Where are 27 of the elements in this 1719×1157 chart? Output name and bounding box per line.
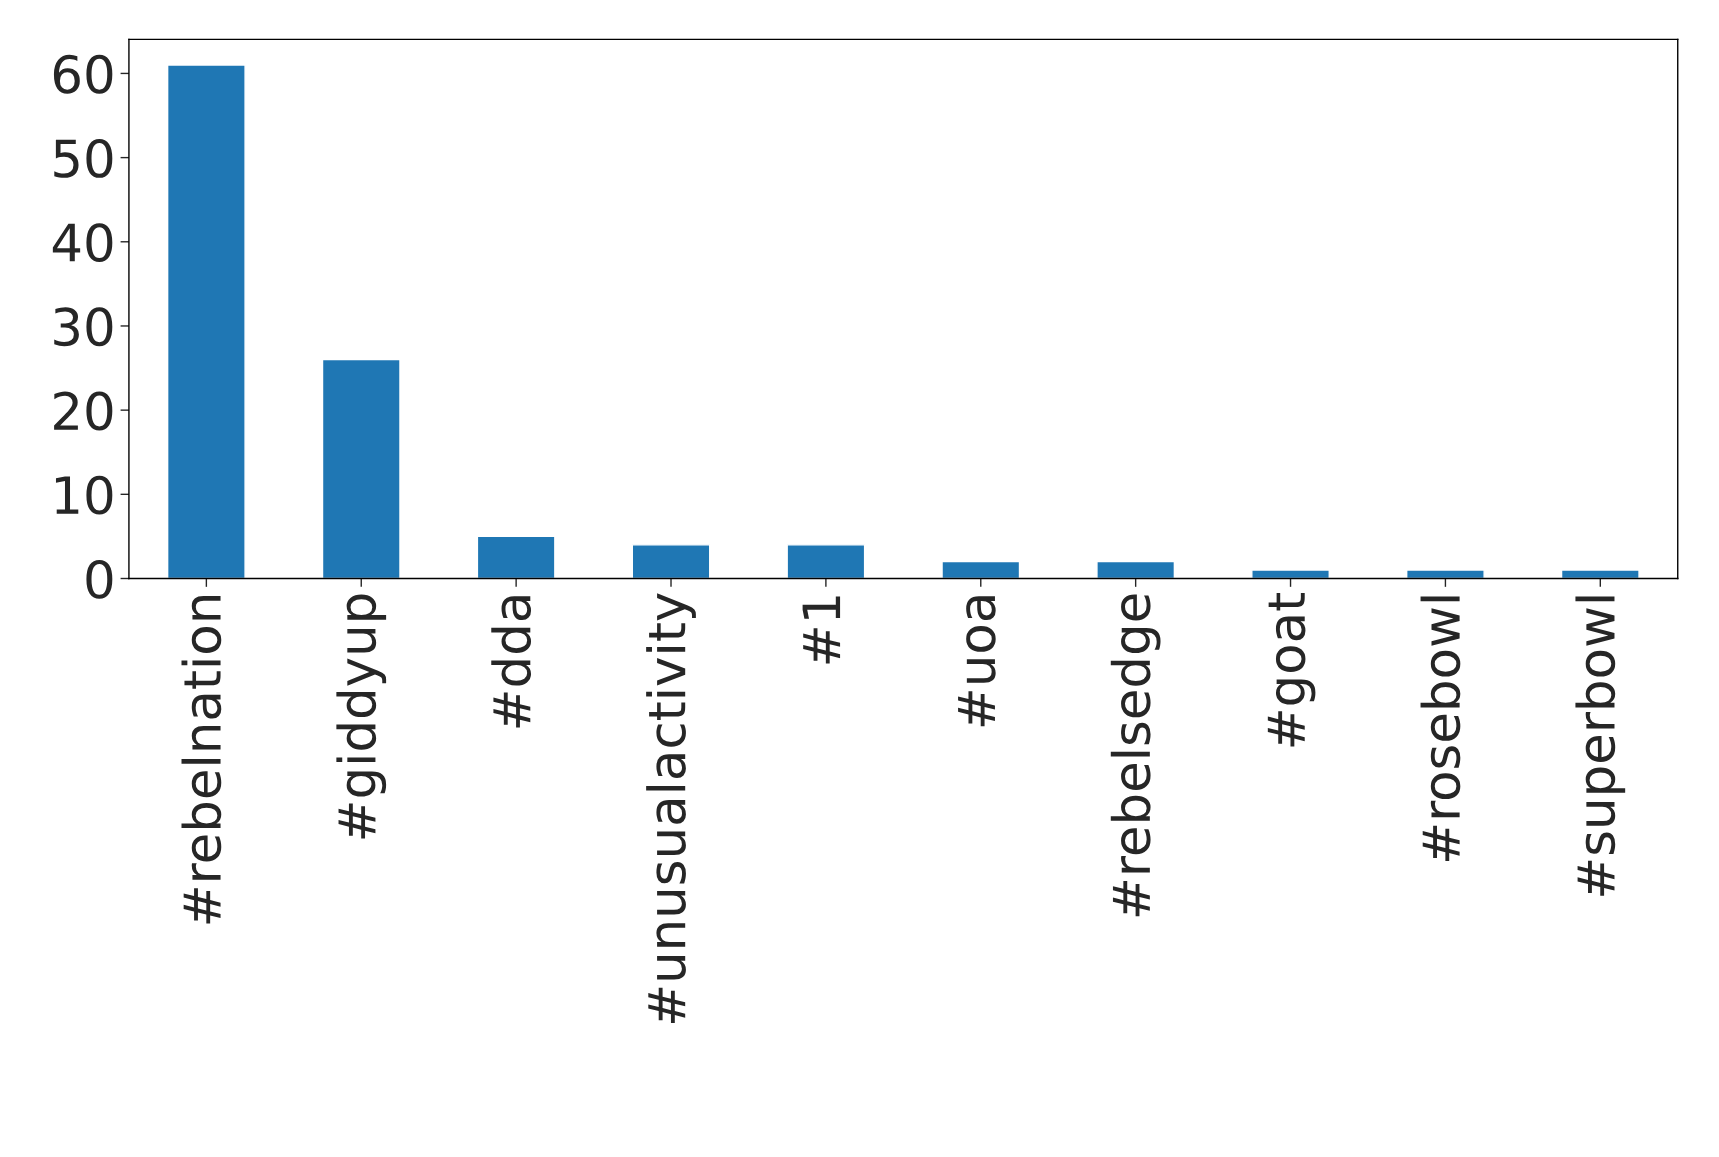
bar [1251,569,1330,579]
x-tick-label: #rebelsedge [1110,594,1161,917]
y-tick-label: 40 [52,223,113,263]
y-tick-label: 20 [54,391,113,431]
x-tick-label: #dda [491,596,532,728]
bar [1406,569,1485,579]
bar [1096,560,1176,579]
bar [166,64,246,579]
x-tick-label: #1 [802,596,841,664]
x-tick-label: #unusualactivity [646,593,696,1024]
bar [941,560,1021,579]
x-tick-label: #giddyup [336,594,387,839]
x-tick-label: #goat [1267,592,1316,747]
bar [1560,569,1640,579]
y-tick-label: 50 [54,138,113,178]
bar [786,544,866,579]
y-tick-label: 0 [86,559,113,599]
y-tick-label: 10 [55,475,113,515]
y-tick-label: 60 [53,54,113,94]
bar [631,544,711,579]
bar [476,535,556,579]
bar [321,358,401,579]
x-tick-label: #rebelnation [181,596,222,924]
y-tick-label: 30 [54,307,113,347]
x-tick-label: #rosebowl [1420,596,1461,861]
x-tick-label: #uoa [958,596,996,727]
x-tick-label: #superbowl [1575,596,1626,896]
